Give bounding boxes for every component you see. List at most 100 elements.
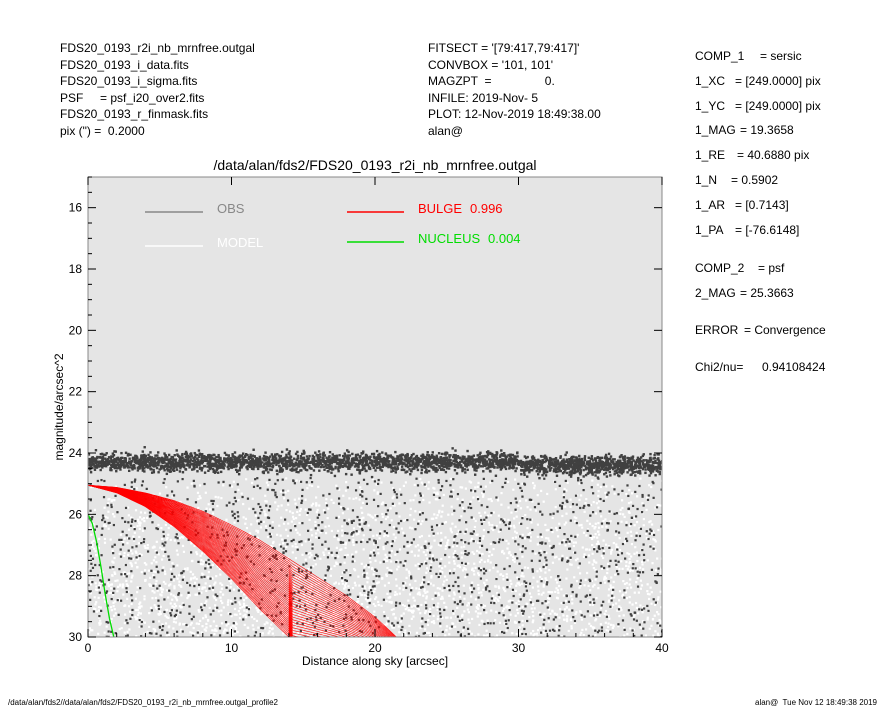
obs-point <box>252 448 255 451</box>
model-point <box>296 602 299 605</box>
obs-point <box>275 457 278 460</box>
model-point <box>329 574 332 577</box>
model-point <box>511 599 514 603</box>
model-point <box>394 616 397 619</box>
model-point <box>196 553 199 556</box>
model-point <box>139 601 142 604</box>
model-point <box>444 605 447 609</box>
model-point <box>402 519 405 522</box>
obs-point <box>181 454 184 457</box>
obs-point <box>218 463 222 467</box>
model-point <box>473 573 476 576</box>
model-point <box>377 603 380 607</box>
model-point <box>573 516 576 519</box>
model-point <box>136 591 139 594</box>
model-point <box>124 604 127 607</box>
obs-point <box>230 466 234 469</box>
model-point <box>595 502 598 505</box>
model-point <box>119 583 122 586</box>
model-point <box>542 626 546 630</box>
model-point <box>113 556 116 560</box>
model-point <box>473 529 476 532</box>
model-point <box>513 517 516 520</box>
model-point <box>570 595 573 598</box>
model-point <box>167 633 170 636</box>
obs-point <box>206 462 209 465</box>
model-point <box>325 590 328 593</box>
model-point <box>111 574 114 577</box>
obs-point <box>143 455 146 458</box>
model-point <box>460 515 463 518</box>
obs-point <box>525 464 528 468</box>
model-point <box>201 563 204 566</box>
model-point <box>146 546 149 549</box>
model-point <box>564 521 568 524</box>
obs-point <box>196 463 199 466</box>
model-point <box>425 595 428 598</box>
model-point <box>554 590 557 593</box>
obs-point <box>563 465 566 469</box>
model-point <box>504 616 507 619</box>
model-point <box>455 615 458 618</box>
model-point <box>103 596 106 599</box>
model-point <box>375 534 379 537</box>
model-point <box>566 615 569 618</box>
param-value: = [0.7143] <box>735 197 789 212</box>
obs-point <box>636 460 639 463</box>
model-point <box>591 603 594 606</box>
model-point <box>548 569 551 572</box>
obs-point <box>430 460 434 464</box>
model-point <box>508 606 511 609</box>
model-point <box>547 601 550 604</box>
model-point <box>554 526 558 530</box>
obs-point <box>169 462 172 465</box>
model-point <box>656 611 659 614</box>
model-point <box>563 608 567 611</box>
model-point <box>350 633 353 636</box>
model-point <box>196 491 200 494</box>
obs-point <box>267 460 271 463</box>
obs-point <box>128 457 131 460</box>
model-point <box>589 614 592 617</box>
obs-point <box>327 464 330 467</box>
model-point <box>264 513 267 516</box>
model-point <box>578 498 581 501</box>
model-point <box>516 582 519 585</box>
obs-point <box>110 468 113 472</box>
model-point <box>309 600 312 603</box>
model-point <box>353 621 356 624</box>
model-point <box>126 597 129 601</box>
model-point <box>180 535 183 539</box>
model-point <box>509 579 512 582</box>
model-point <box>502 574 505 578</box>
model-point <box>271 595 275 598</box>
obs-point <box>525 463 529 466</box>
model-point <box>195 622 198 625</box>
model-point <box>555 587 558 590</box>
model-point <box>211 563 214 567</box>
obs-point <box>348 462 352 465</box>
model-point <box>256 520 259 523</box>
model-point <box>162 548 165 551</box>
model-point <box>130 563 133 566</box>
model-point <box>477 607 480 610</box>
model-point <box>492 594 495 598</box>
model-point <box>468 480 471 483</box>
model-point <box>312 565 315 568</box>
model-point <box>507 607 510 610</box>
model-point <box>351 586 355 590</box>
obs-point <box>528 471 531 474</box>
obs-point <box>352 457 355 460</box>
model-point <box>128 610 132 613</box>
model-point <box>539 575 542 579</box>
model-point <box>652 634 655 637</box>
model-point <box>265 500 268 503</box>
obs-point <box>370 475 374 479</box>
obs-point <box>281 457 284 460</box>
model-point <box>531 586 534 589</box>
model-point <box>652 532 656 535</box>
obs-point <box>395 457 398 460</box>
model-point <box>246 626 249 629</box>
obs-point <box>565 467 569 470</box>
model-point <box>222 484 225 487</box>
